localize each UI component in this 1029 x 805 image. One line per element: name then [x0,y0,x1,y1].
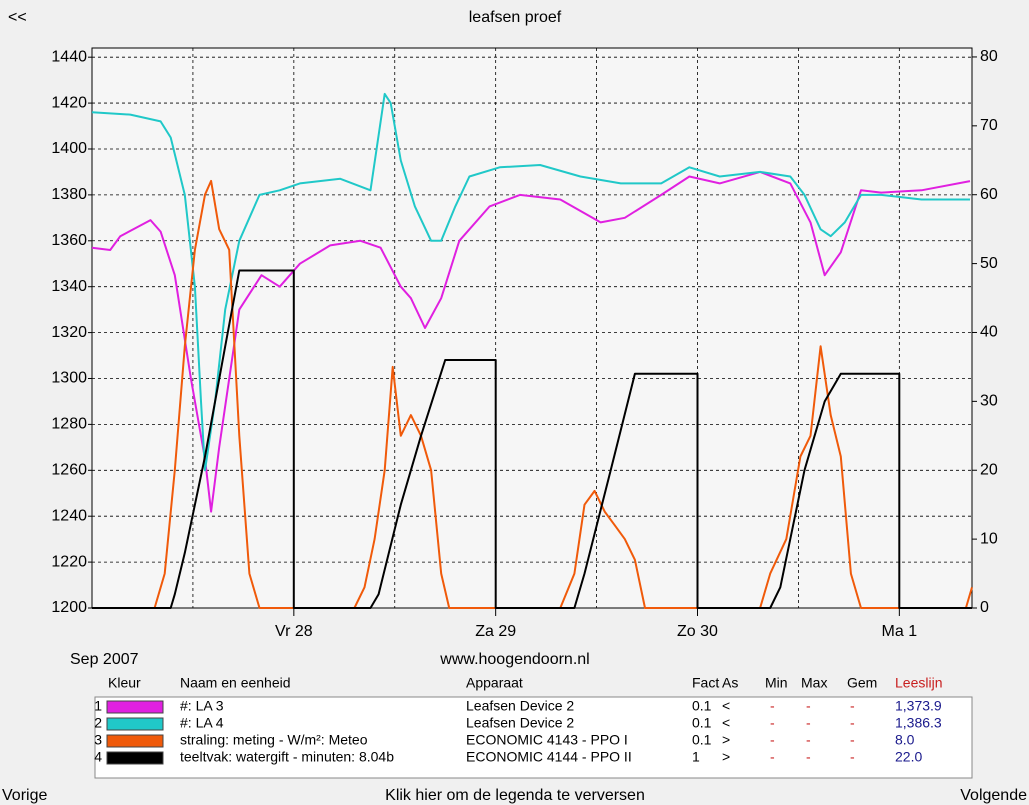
fact: 0.1 [692,732,712,748]
stat-max: - [806,749,811,765]
series-line [91,92,970,472]
prev-button[interactable]: Vorige [2,787,47,804]
y-tick-label: 1400 [51,140,87,157]
series-line [91,170,971,513]
reading: 1,373.9 [895,698,942,714]
y-tick-label: 1300 [51,370,87,387]
plot-area [91,47,973,609]
legend-swatch [106,751,164,765]
fact: 0.1 [692,715,712,731]
stat-max: - [806,732,811,748]
series-line [92,269,972,609]
y-tick-label: 1220 [51,553,87,570]
legend-swatch [106,700,164,714]
y-tick-label: 1420 [51,94,87,111]
stat-avg: - [850,749,855,765]
table-header: Kleur [108,675,141,691]
x-tick-label: Za 29 [475,623,516,640]
series-name: teeltvak: watergift - minuten: 8.04b [180,749,394,765]
stat-max: - [806,715,811,731]
device: Leafsen Device 2 [466,715,574,731]
axis-side: > [722,749,730,765]
reading: 1,386.3 [895,715,942,731]
y2-tick-label: 20 [980,461,998,478]
device: Leafsen Device 2 [466,698,574,714]
legend-swatch [106,717,164,731]
y-tick-label: 1320 [51,324,87,341]
row-index: 1 [94,698,102,714]
x-tick-label: Zo 30 [677,623,718,640]
y-tick-label: 1440 [51,48,87,65]
next-button[interactable]: Volgende [960,787,1027,804]
y2-tick-label: 60 [980,186,998,203]
y-tick-label: 1360 [51,232,87,249]
y2-tick-label: 30 [980,393,998,410]
device: ECONOMIC 4143 - PPO I [466,732,628,748]
y2-tick-label: 0 [980,599,989,616]
table-header: Naam en eenheid [180,675,291,691]
series-name: #: LA 4 [180,715,224,731]
fact: 0.1 [692,698,712,714]
axis-side: < [722,698,730,714]
refresh-button[interactable]: Klik hier om de legenda te verversen [385,787,645,804]
stat-min: - [770,732,775,748]
device: ECONOMIC 4144 - PPO II [466,749,632,765]
table-header: Gem [847,675,877,691]
row-index: 4 [94,749,102,765]
stat-min: - [770,715,775,731]
y2-tick-label: 80 [980,48,998,65]
stat-avg: - [850,715,855,731]
y2-tick-label: 10 [980,530,998,547]
stat-min: - [770,749,775,765]
table-header: Leeslijn [895,675,942,691]
y-tick-label: 1240 [51,507,87,524]
row-index: 3 [94,732,102,748]
website: www.hoogendoorn.nl [439,651,589,668]
table-header: Apparaat [466,675,523,691]
series-line [92,179,973,609]
axis-side: < [722,715,730,731]
y2-tick-label: 40 [980,324,998,341]
y2-tick-label: 70 [980,117,998,134]
reading: 8.0 [895,732,915,748]
stat-max: - [806,698,811,714]
table-header: Max [801,675,827,691]
table-header: As [722,675,738,691]
y-tick-label: 1280 [51,416,87,433]
axis-side: > [722,732,730,748]
row-index: 2 [94,715,102,731]
table-header: Fact [692,675,719,691]
stat-avg: - [850,732,855,748]
y-tick-label: 1260 [51,462,87,479]
y-tick-label: 1340 [51,278,87,295]
period-label: Sep 2007 [70,651,139,668]
stat-min: - [770,698,775,714]
chart-title: leafsen proef [469,9,562,26]
legend-swatch [106,734,164,748]
stat-avg: - [850,698,855,714]
legend-table [94,696,973,779]
back-button[interactable]: << [8,9,27,26]
series-name: #: LA 3 [180,698,224,714]
series-name: straling: meting - W/m²: Meteo [180,732,368,748]
x-tick-label: Vr 28 [275,623,313,640]
table-header: Min [765,675,788,691]
reading: 22.0 [895,749,922,765]
y-tick-label: 1200 [51,599,87,616]
y-tick-label: 1380 [51,186,87,203]
fact: 1 [692,749,700,765]
y2-tick-label: 50 [980,255,998,272]
x-tick-label: Ma 1 [882,623,918,640]
